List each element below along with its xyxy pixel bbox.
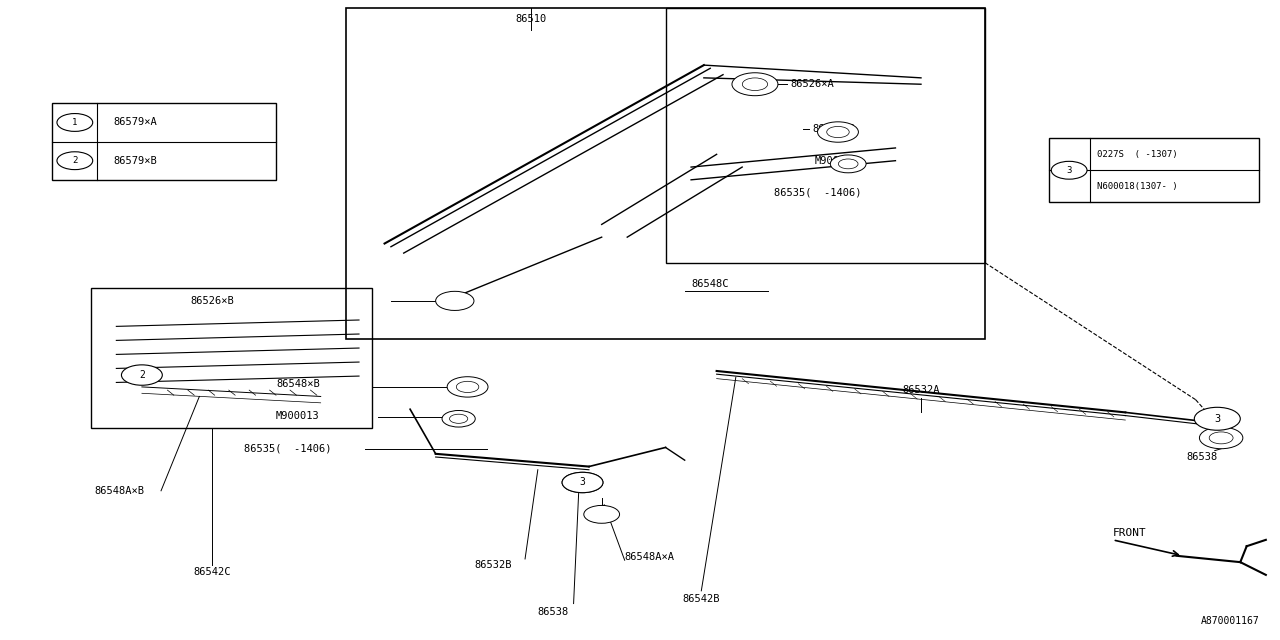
Circle shape [742,78,768,90]
Circle shape [122,365,163,385]
Circle shape [442,410,475,427]
Text: 86542C: 86542C [193,566,230,577]
Circle shape [562,472,603,493]
Circle shape [447,377,488,397]
Text: 2: 2 [140,370,145,380]
Text: 86548A×A: 86548A×A [625,552,675,562]
Text: 86548A×B: 86548A×B [95,486,145,496]
Text: 86538: 86538 [538,607,568,617]
Text: 86538: 86538 [1187,452,1217,462]
Text: 86535(  -1406): 86535( -1406) [774,188,861,198]
Circle shape [571,477,594,488]
Bar [1048,138,1260,202]
Text: FRONT: FRONT [1112,528,1147,538]
Text: 86579×B: 86579×B [114,156,157,166]
Text: 86542B: 86542B [682,594,721,604]
Circle shape [732,73,778,96]
Text: 86579×A: 86579×A [114,118,157,127]
Bar [91,288,371,428]
Text: 86535(  -1406): 86535( -1406) [244,444,332,454]
Circle shape [1194,407,1240,430]
Text: M900013: M900013 [276,411,320,420]
Circle shape [562,472,603,493]
Text: 3: 3 [1066,166,1071,175]
Bar [52,103,276,180]
Text: 0227S  ( -1307): 0227S ( -1307) [1097,150,1178,159]
Text: 86548×B: 86548×B [276,379,320,388]
Text: 2: 2 [72,156,78,165]
Circle shape [584,506,620,524]
Text: 86510: 86510 [516,13,547,24]
Circle shape [1199,427,1243,449]
Circle shape [831,155,867,173]
Text: 86548×A: 86548×A [813,124,856,134]
Text: 3: 3 [1215,414,1220,424]
Circle shape [838,159,858,169]
Text: 86532A: 86532A [902,385,940,395]
Bar [346,8,984,339]
Circle shape [449,414,467,423]
Text: A870001167: A870001167 [1201,616,1260,626]
Bar [666,8,984,262]
Circle shape [1051,161,1087,179]
Circle shape [827,127,849,138]
Text: 3: 3 [580,477,585,488]
Circle shape [56,152,92,170]
Text: 86526×A: 86526×A [791,79,835,89]
Text: N600018(1307- ): N600018(1307- ) [1097,182,1178,191]
Text: 86526×B: 86526×B [191,296,234,306]
Circle shape [435,291,474,310]
Circle shape [1210,432,1233,444]
Circle shape [56,113,92,131]
Text: 86532B: 86532B [475,561,512,570]
Text: 1: 1 [72,118,78,127]
Text: 86548C: 86548C [691,280,728,289]
Text: M900013: M900013 [815,156,859,166]
Circle shape [818,122,859,142]
Circle shape [457,381,479,392]
